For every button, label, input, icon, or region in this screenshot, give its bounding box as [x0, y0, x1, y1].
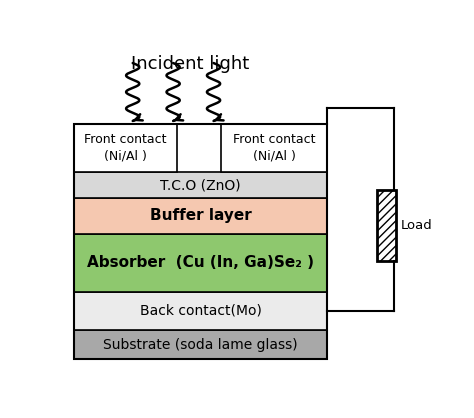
Bar — [74, 124, 328, 359]
Text: (Ni/Al ): (Ni/Al ) — [253, 150, 296, 163]
Bar — [74, 330, 328, 359]
Text: Substrate (soda lame glass): Substrate (soda lame glass) — [103, 338, 298, 352]
Text: Load: Load — [401, 219, 432, 232]
Text: Front contact: Front contact — [84, 133, 167, 146]
Bar — [221, 124, 328, 173]
Bar — [74, 234, 328, 292]
Text: (Ni/Al ): (Ni/Al ) — [104, 150, 147, 163]
Bar — [377, 190, 396, 261]
Text: T.C.O (ZnO): T.C.O (ZnO) — [160, 178, 241, 192]
Bar — [74, 173, 328, 198]
Text: Front contact: Front contact — [233, 133, 315, 146]
Bar — [74, 124, 177, 173]
Text: Buffer layer: Buffer layer — [150, 209, 252, 223]
Text: Incident light: Incident light — [130, 55, 249, 73]
Bar — [74, 198, 328, 234]
Bar — [74, 292, 328, 330]
Text: Back contact(Mo): Back contact(Mo) — [140, 304, 262, 318]
Text: Absorber  (Cu (In, Ga)Se₂ ): Absorber (Cu (In, Ga)Se₂ ) — [87, 255, 314, 270]
